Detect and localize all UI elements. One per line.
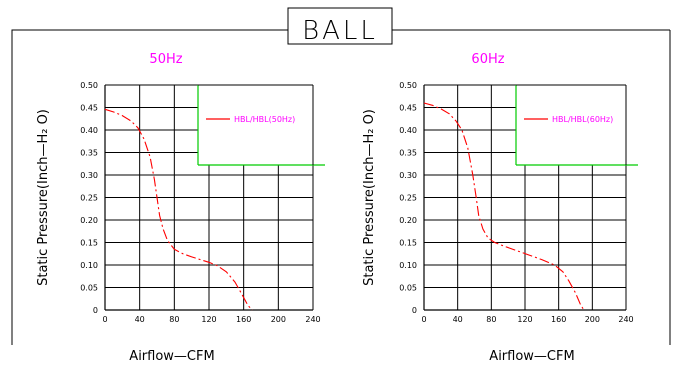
x-tick-label: 0 bbox=[102, 315, 107, 324]
y-tick-label: 0.15 bbox=[399, 239, 417, 248]
legend-label: HBL/HBL(60Hz) bbox=[552, 115, 613, 124]
y-tick-label: 0.30 bbox=[399, 171, 417, 180]
title-box bbox=[287, 7, 393, 45]
y-tick-label: 0.10 bbox=[80, 261, 98, 270]
y-tick-label: 0.45 bbox=[399, 104, 417, 113]
y-tick-label: 0.05 bbox=[80, 284, 98, 293]
y-tick-label: 0.25 bbox=[80, 194, 98, 203]
outer-frame bbox=[11, 29, 288, 345]
x-tick-label: 120 bbox=[517, 315, 532, 324]
main-title: BALL bbox=[302, 16, 378, 46]
legend-label: HBL/HBL(50Hz) bbox=[234, 115, 295, 124]
y-tick-label: 0 bbox=[412, 306, 417, 315]
y-tick-label: 0.40 bbox=[399, 126, 417, 135]
x-axis-label: Airflow—CFM bbox=[489, 349, 574, 364]
x-tick-label: 80 bbox=[169, 315, 179, 324]
chart-subtitle: 60Hz bbox=[471, 52, 504, 67]
y-tick-label: 0.20 bbox=[80, 216, 98, 225]
x-tick-label: 40 bbox=[135, 315, 145, 324]
y-axis-label: Static Pressure(Inch—H₂ O) bbox=[362, 109, 377, 286]
x-tick-label: 240 bbox=[618, 315, 633, 324]
y-tick-label: 0.40 bbox=[80, 126, 98, 135]
y-tick-label: 0 bbox=[93, 306, 98, 315]
y-tick-label: 0.50 bbox=[80, 81, 98, 90]
y-tick-label: 0.25 bbox=[399, 194, 417, 203]
y-tick-label: 0.15 bbox=[80, 239, 98, 248]
x-tick-label: 160 bbox=[236, 315, 251, 324]
y-tick-label: 0.20 bbox=[399, 216, 417, 225]
x-tick-label: 240 bbox=[305, 315, 320, 324]
legend-background bbox=[516, 84, 627, 165]
x-tick-label: 120 bbox=[201, 315, 216, 324]
y-tick-label: 0.05 bbox=[399, 284, 417, 293]
x-tick-label: 200 bbox=[271, 315, 286, 324]
y-tick-label: 0.35 bbox=[399, 149, 417, 158]
y-tick-label: 0.10 bbox=[399, 261, 417, 270]
chart-subtitle: 50Hz bbox=[149, 52, 182, 67]
y-tick-label: 0.30 bbox=[80, 171, 98, 180]
y-axis-label: Static Pressure(Inch—H₂ O) bbox=[36, 109, 51, 286]
x-tick-label: 0 bbox=[421, 315, 426, 324]
chart-60hz: 60Hz HBL/HBL(60Hz) 0 0.05 0.10 0.15 0.20 0.25 0.… bbox=[362, 52, 638, 364]
chart-50hz: 50Hz HBL/HBL(50Hz) 0 0.05 0.10 0.15 0.20 0.25 0.… bbox=[36, 52, 325, 364]
x-tick-label: 40 bbox=[453, 315, 463, 324]
y-tick-label: 0.35 bbox=[80, 149, 98, 158]
x-tick-label: 200 bbox=[585, 315, 600, 324]
x-axis-label: Airflow—CFM bbox=[129, 349, 214, 364]
y-tick-label: 0.45 bbox=[80, 104, 98, 113]
legend-background bbox=[198, 84, 314, 165]
y-tick-label: 0.50 bbox=[399, 81, 417, 90]
x-tick-label: 160 bbox=[551, 315, 566, 324]
x-tick-label: 80 bbox=[486, 315, 496, 324]
